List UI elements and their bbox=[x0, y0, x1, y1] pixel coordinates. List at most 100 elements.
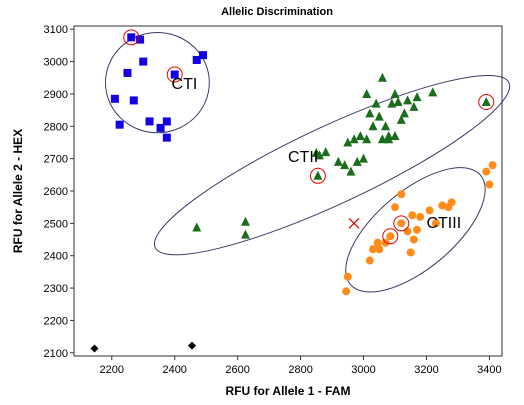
y-tick-label: 2500 bbox=[44, 218, 68, 230]
y-axis-ticks: 2100 2200 2300 2400 2500 2600 2700 2800 2900 3000… bbox=[44, 24, 74, 360]
point-triangle bbox=[321, 147, 331, 157]
point-diamond bbox=[90, 344, 99, 353]
x-tick-label: 2600 bbox=[225, 364, 249, 376]
point-triangle bbox=[343, 137, 353, 147]
x-tick-label: 3200 bbox=[414, 364, 438, 376]
point-circle bbox=[409, 235, 418, 244]
point-triangle bbox=[387, 98, 397, 108]
point-triangle bbox=[241, 216, 251, 226]
point-circle bbox=[342, 287, 351, 296]
point-triangle bbox=[399, 108, 409, 118]
point-triangle bbox=[192, 222, 202, 232]
point-triangle bbox=[481, 97, 491, 107]
cluster-ellipse-ctii bbox=[153, 74, 511, 256]
x-tick-label: 3400 bbox=[477, 364, 501, 376]
point-triangle bbox=[241, 229, 251, 239]
point-circle bbox=[485, 180, 494, 189]
cluster-ellipse-cti bbox=[104, 31, 210, 134]
point-circle bbox=[397, 190, 406, 199]
point-triangle bbox=[314, 150, 324, 160]
point-circle bbox=[381, 238, 390, 247]
point-square bbox=[162, 133, 171, 142]
point-circle bbox=[447, 198, 456, 207]
point-square bbox=[170, 70, 179, 79]
cluster-ellipse-ctiii bbox=[345, 167, 486, 293]
point-triangle bbox=[349, 134, 359, 144]
point-triangle bbox=[365, 108, 375, 118]
y-axis-label: RFU for Allele 2 - HEX bbox=[11, 129, 25, 253]
highlight-ring bbox=[478, 94, 495, 111]
point-triangle bbox=[371, 98, 381, 108]
point-triangle bbox=[362, 134, 372, 144]
point-circle bbox=[488, 161, 497, 170]
x-axis-label: RFU for Allele 1 - FAM bbox=[226, 384, 351, 398]
point-square bbox=[110, 94, 119, 103]
y-tick-label: 2200 bbox=[44, 315, 68, 327]
point-diamond bbox=[188, 341, 197, 350]
y-tick-label: 2800 bbox=[44, 121, 68, 133]
highlight-ring bbox=[166, 66, 183, 83]
point-circle bbox=[386, 232, 395, 241]
point-circle bbox=[343, 272, 352, 281]
point-square bbox=[145, 117, 154, 126]
point-triangle bbox=[428, 87, 438, 97]
point-triangle bbox=[313, 170, 323, 180]
point-triangle bbox=[381, 121, 391, 131]
point-triangle bbox=[346, 166, 356, 176]
data-points bbox=[90, 33, 497, 353]
y-tick-label: 2300 bbox=[44, 283, 68, 295]
point-triangle bbox=[393, 97, 403, 107]
y-tick-label: 2600 bbox=[44, 186, 68, 198]
point-triangle bbox=[352, 156, 362, 166]
point-circle bbox=[416, 212, 425, 221]
point-circle bbox=[397, 219, 406, 228]
point-square bbox=[115, 120, 124, 129]
cluster-labels: CTI CTII CTIII bbox=[172, 76, 462, 232]
point-circle bbox=[365, 256, 374, 265]
y-tick-label: 2400 bbox=[44, 251, 68, 263]
point-triangle bbox=[409, 101, 419, 111]
y-tick-label: 3100 bbox=[44, 24, 68, 36]
point-circle bbox=[482, 167, 491, 176]
point-triangle bbox=[359, 153, 369, 163]
x-tick-label: 2800 bbox=[288, 364, 312, 376]
point-circle bbox=[431, 219, 440, 228]
highlight-rings bbox=[123, 29, 495, 245]
point-triangle bbox=[403, 95, 413, 105]
point-square bbox=[156, 123, 165, 132]
x-tick-label: 2400 bbox=[162, 364, 186, 376]
point-circle bbox=[373, 238, 382, 247]
y-tick-label: 3000 bbox=[44, 57, 68, 69]
point-triangle bbox=[340, 160, 350, 170]
highlight-ring bbox=[309, 167, 326, 184]
point-circle bbox=[438, 201, 447, 210]
point-triangle bbox=[333, 156, 343, 166]
point-triangle bbox=[412, 92, 422, 102]
x-tick-label: 3000 bbox=[351, 364, 375, 376]
chart-title: Allelic Discrimination bbox=[221, 6, 333, 18]
point-circle bbox=[406, 248, 415, 257]
point-triangle bbox=[377, 72, 387, 82]
cluster-label-ctii: CTII bbox=[288, 149, 318, 166]
point-cross bbox=[348, 217, 360, 229]
point-circle bbox=[408, 211, 417, 220]
point-triangle bbox=[390, 88, 400, 98]
x-axis-ticks: 2200 2400 2600 2800 3000 3200 3400 bbox=[100, 356, 502, 376]
y-tick-label: 2900 bbox=[44, 89, 68, 101]
point-circle bbox=[391, 203, 399, 212]
y-tick-label: 2100 bbox=[44, 348, 68, 360]
point-square bbox=[192, 55, 201, 64]
point-circle bbox=[403, 227, 412, 236]
point-square bbox=[199, 51, 208, 60]
point-triangle bbox=[374, 111, 384, 121]
point-square bbox=[162, 117, 171, 126]
point-square bbox=[136, 35, 145, 44]
point-square bbox=[123, 68, 132, 77]
x-tick-label: 2200 bbox=[100, 364, 124, 376]
point-triangle bbox=[390, 131, 400, 140]
point-triangle bbox=[355, 131, 365, 140]
highlight-ring bbox=[382, 228, 399, 245]
point-circle bbox=[413, 225, 422, 234]
y-tick-label: 2700 bbox=[44, 154, 68, 166]
